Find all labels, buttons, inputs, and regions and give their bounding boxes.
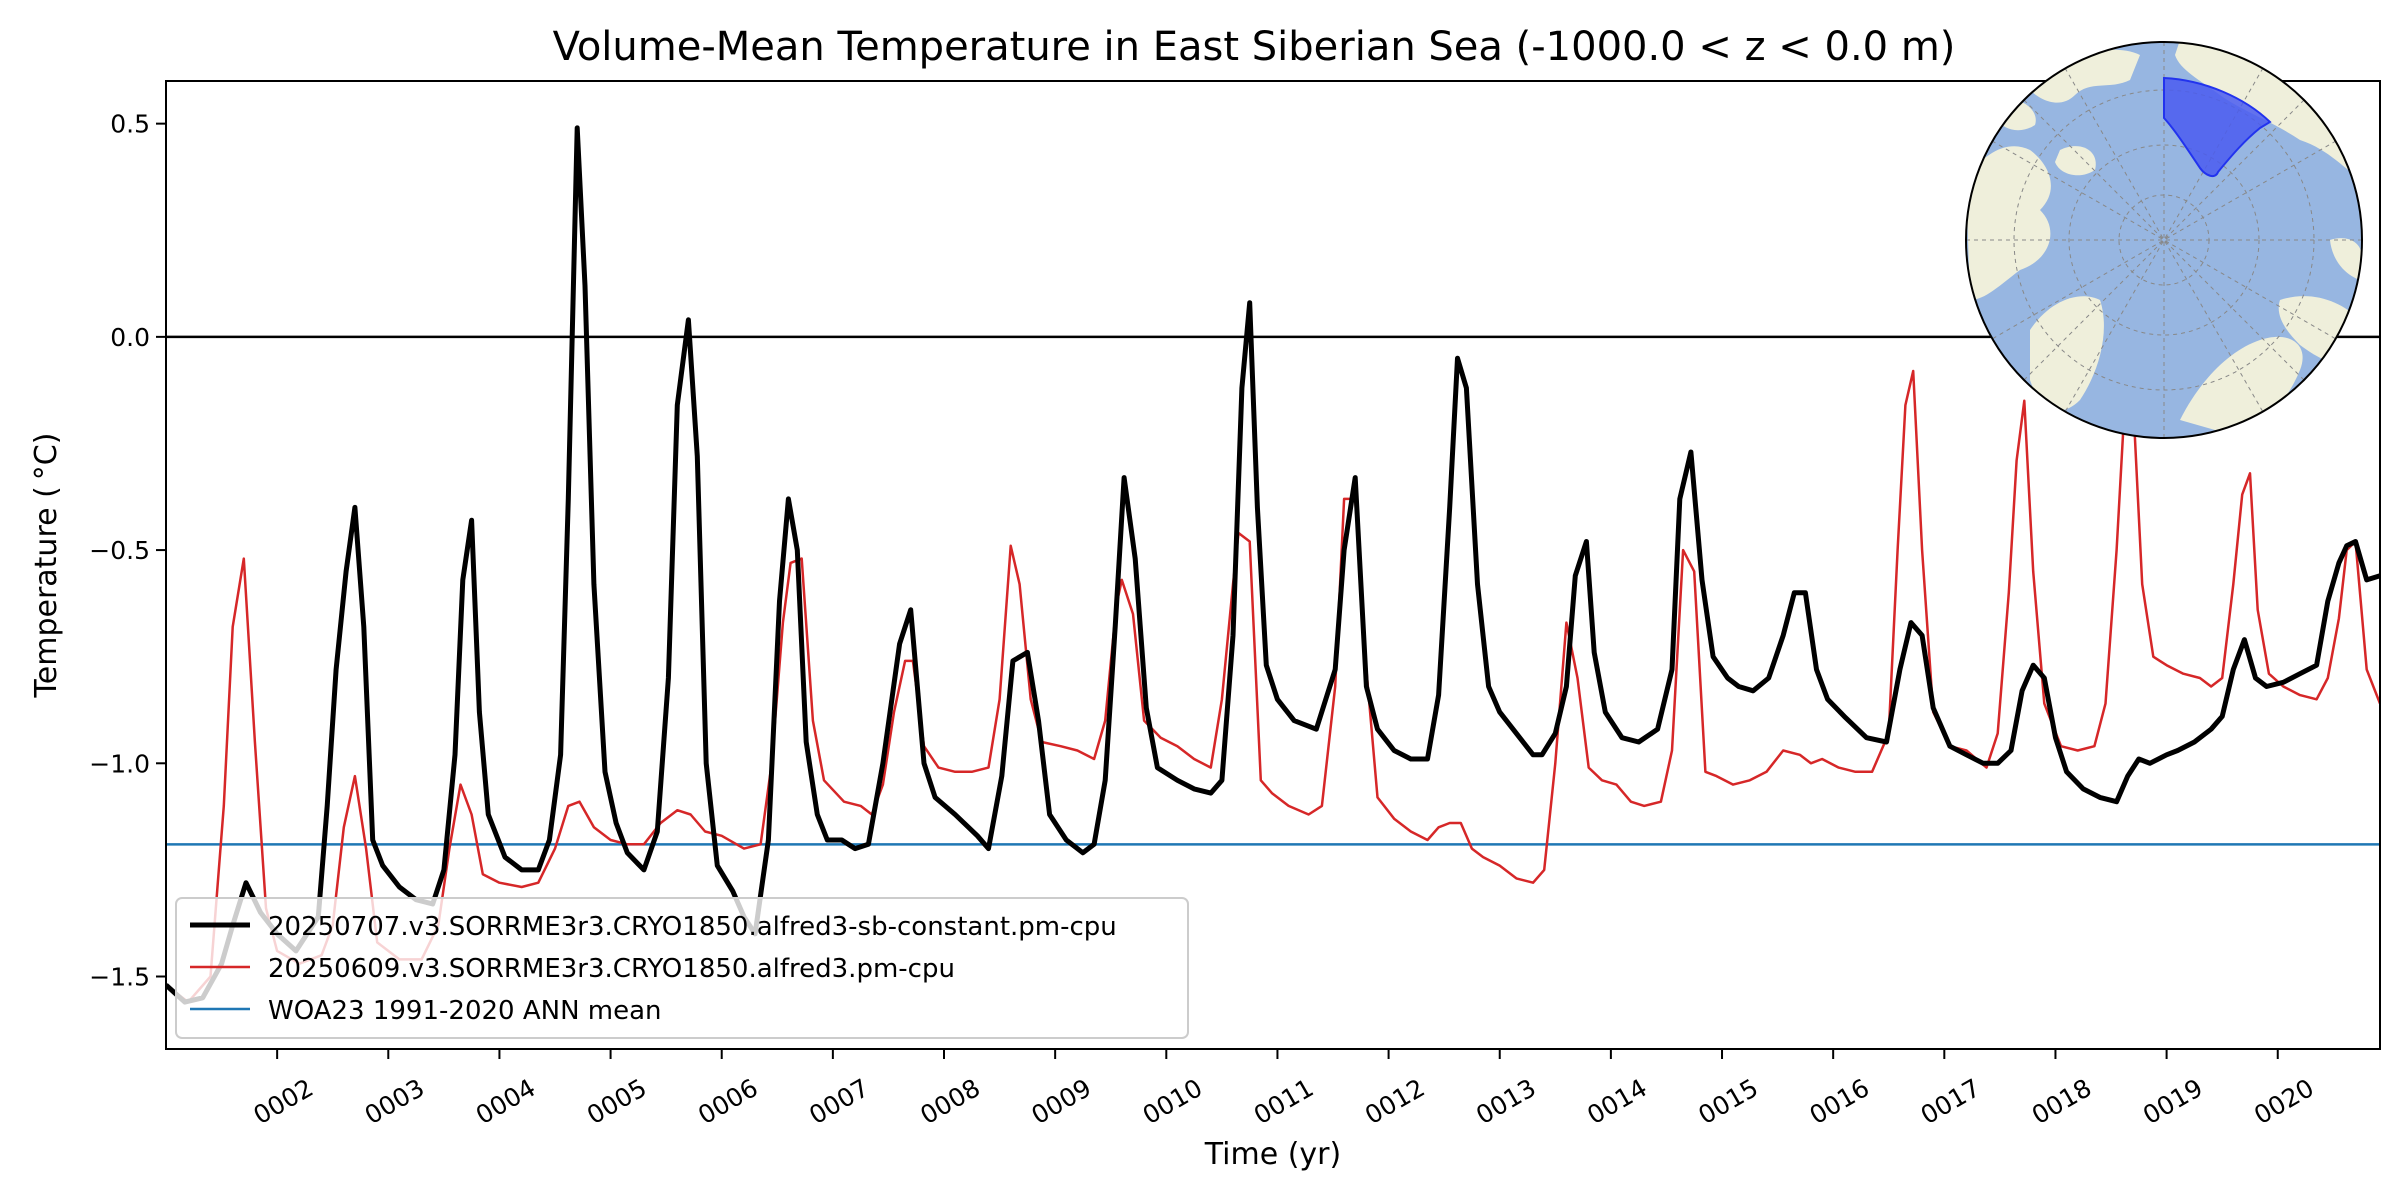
map-east-siberian-sea-region bbox=[2163, 76, 2272, 178]
y-tick-label: −1.5 bbox=[89, 963, 150, 992]
y-axis-label: Temperature ( °C) bbox=[29, 433, 64, 699]
plot-frame bbox=[165, 80, 2381, 1050]
legend-box bbox=[175, 897, 1189, 1039]
series-line-2 bbox=[166, 369, 2380, 1004]
legend: 20250707.v3.SORRME3r3.CRYO1850.alfred3-s… bbox=[175, 897, 1189, 1039]
y-tick-label: −1.0 bbox=[89, 749, 150, 778]
series-group bbox=[166, 125, 2380, 1005]
x-axis-label: Time (yr) bbox=[1204, 1137, 1341, 1172]
y-tick-label: 0.0 bbox=[110, 323, 150, 352]
y-tick-label: −0.5 bbox=[89, 536, 150, 565]
inset-polar-map bbox=[1965, 41, 2363, 439]
series-line-1 bbox=[166, 125, 2380, 1005]
map-boundary bbox=[1965, 41, 2363, 439]
legend-label-series-3: WOA23 1991-2020 ANN mean bbox=[268, 996, 662, 1026]
legend-label-series-2: 20250609.v3.SORRME3r3.CRYO1850.alfred3.p… bbox=[268, 954, 955, 984]
y-axis: 0.5 0.0 −0.5 −1.0 −1.5 bbox=[89, 110, 166, 992]
legend-label-series-1: 20250707.v3.SORRME3r3.CRYO1850.alfred3-s… bbox=[268, 912, 1117, 942]
chart-title: Volume-Mean Temperature in East Siberian… bbox=[553, 24, 1956, 70]
y-tick-label: 0.5 bbox=[110, 110, 150, 139]
